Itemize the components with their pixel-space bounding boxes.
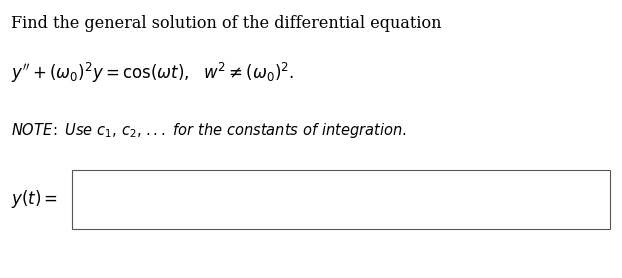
- Text: $\mathit{NOTE\!:}\ \mathit{Use}\ c_1\mathit{,}\ c_2\mathit{,}\ \mathit{...}\ \ma: $\mathit{NOTE\!:}\ \mathit{Use}\ c_1\mat…: [11, 121, 407, 140]
- Text: $y(t) =$: $y(t) =$: [11, 188, 58, 210]
- FancyBboxPatch shape: [72, 170, 610, 229]
- Text: $y'' + (\omega_0)^2 y = \cos(\omega t),\ \ w^2 \neq (\omega_0)^2.$: $y'' + (\omega_0)^2 y = \cos(\omega t),\…: [11, 61, 295, 85]
- Text: Find the general solution of the differential equation: Find the general solution of the differe…: [11, 15, 442, 32]
